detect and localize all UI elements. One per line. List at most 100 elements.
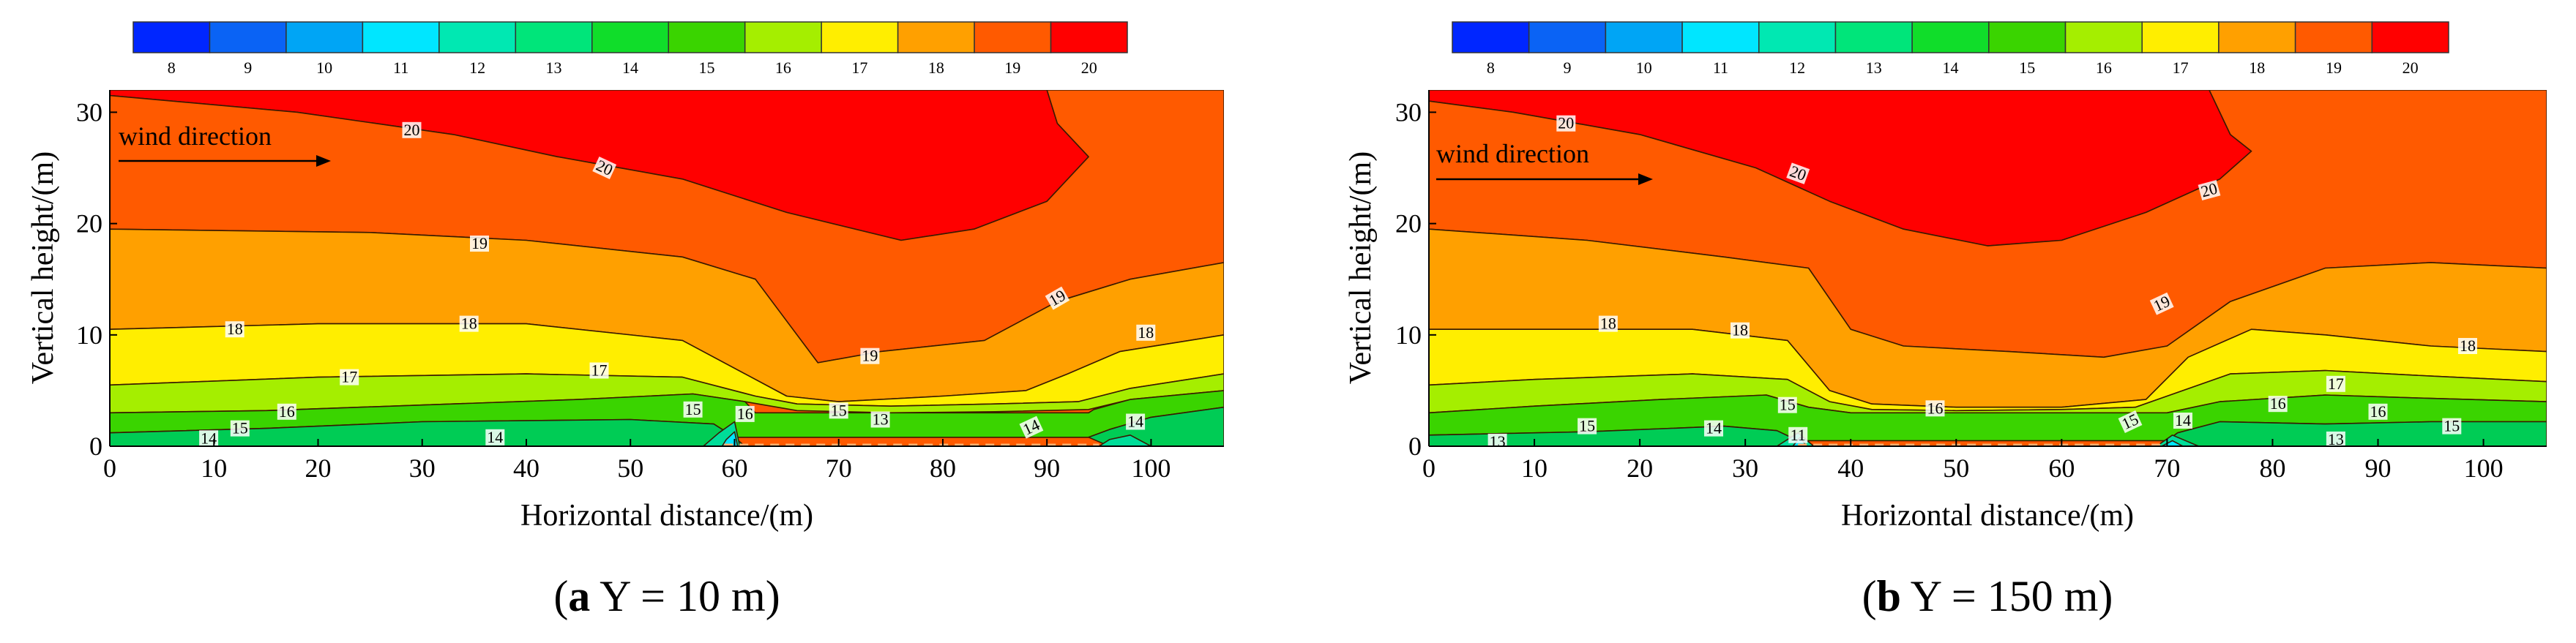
colorbar-swatch-a [974, 21, 1052, 53]
contour-label-text-b: 15 [1780, 396, 1796, 414]
contour-label-bg-a [1045, 286, 1070, 310]
colorbar-tick-label-b: 11 [1713, 59, 1728, 77]
contour-label-text-a: 16 [737, 405, 753, 423]
contour-label-bg-b [1704, 420, 1723, 437]
contour-label-text-b: 11 [1791, 426, 1806, 444]
colorbar-tick-label-b: 10 [1636, 59, 1652, 77]
arrow-head-b [1638, 173, 1653, 185]
x-tick-label-a: 40 [513, 454, 540, 483]
colorbar-tick-label-a: 18 [928, 59, 944, 77]
contour-label-bg-b [2368, 403, 2388, 420]
wind-arrow-a: wind direction [119, 121, 331, 167]
x-tick-label-b: 50 [1943, 454, 1969, 483]
contour-label-bg-b [2118, 410, 2143, 433]
x-tick-label-b: 90 [2365, 454, 2392, 483]
contour-label-text-b: 17 [2328, 375, 2344, 393]
colorbar-tick-label-b: 8 [1487, 59, 1495, 77]
colorbar-swatch-b [1681, 21, 1760, 53]
contour-label-text-a: 18 [227, 320, 243, 338]
contour-label-text-b: 13 [1490, 432, 1506, 451]
contour-label-b: 15 [1578, 417, 1597, 435]
contour-label-bg-b [2268, 396, 2288, 413]
contour-label-text-b: 20 [1558, 114, 1574, 132]
contour-label-bg-a [1136, 324, 1156, 341]
contour-label-text-a: 16 [279, 402, 295, 421]
contour-label-bg-a [1019, 415, 1044, 439]
contour-label-bg-b [1598, 315, 1618, 332]
colorbar-swatch-a [1050, 21, 1128, 53]
y-tick-label-b: 20 [1395, 209, 1422, 238]
colorbar-tick-label-b: 12 [1789, 59, 1805, 77]
contour-label-bg-a [459, 315, 479, 332]
contour-label-bg-b [2442, 418, 2462, 435]
axes-a: 0 10 20 30 40 50 60 70 80 90 100 0 10 20 30 [76, 90, 1224, 483]
contour-label-bg-a [1126, 413, 1146, 430]
contour-label-bg-b [1731, 322, 1750, 339]
contour-label-a: 19 [860, 347, 880, 365]
contour-label-bg-a [225, 321, 244, 338]
contour-label-bg-a [340, 369, 359, 386]
contour-label-b: 17 [2326, 375, 2345, 393]
contour-label-bg-a [683, 401, 703, 418]
colorbar-swatch-b [2294, 21, 2373, 53]
x-axis-label-a: Horizontal distance/(m) [520, 499, 813, 533]
colorbar-swatch-b [2218, 21, 2296, 53]
x-tick-label-a: 10 [201, 454, 227, 483]
contour-band-14-b [2156, 421, 2547, 446]
contour-label-text-a: 15 [831, 401, 847, 419]
contour-label-bg-b [1556, 115, 1576, 132]
colorbar-swatch-a [668, 21, 746, 53]
x-tick-label-a: 90 [1034, 454, 1060, 483]
contour-label-b: 14 [1704, 419, 1723, 437]
colorbar-tick-label-a: 20 [1081, 59, 1097, 77]
colorbar-tick-label-b: 19 [2326, 59, 2342, 77]
contour-label-bg-a [277, 403, 296, 420]
colorbar-tick-label-b: 15 [2019, 59, 2035, 77]
contour-label-text-a: 14 [487, 428, 503, 446]
caption-a: (a Y = 10 m) [553, 572, 780, 620]
colorbar-swatch-a [132, 21, 211, 53]
contour-label-text-a: 17 [591, 361, 608, 380]
contour-label-b: 16 [1925, 399, 1945, 417]
contour-label-text-a: 17 [341, 368, 357, 386]
contour-label-text-b: 15 [1579, 417, 1595, 435]
contour-label-bg-a [402, 121, 422, 138]
colorbar-swatch-a [821, 21, 899, 53]
contour-label-text-a: 18 [1138, 323, 1154, 342]
colorbar-tick-label-b: 17 [2173, 59, 2189, 77]
contour-label-b: 13 [1487, 432, 1507, 451]
contour-label-text-b: 14 [2175, 411, 2191, 429]
x-tick-label-b: 70 [2154, 454, 2180, 483]
contour-label-a: 16 [277, 402, 296, 421]
contour-label-text-a: 20 [404, 121, 420, 139]
colorbar-swatch-b [2371, 21, 2449, 53]
contour-label-a: 15 [829, 401, 848, 419]
colorbar-tick-label-a: 10 [316, 59, 332, 77]
contour-label-b: 18 [2458, 336, 2477, 355]
contour-label-text-b: 16 [1927, 399, 1944, 417]
contour-label-bg-b [1487, 433, 1507, 446]
contour-label-b: 14 [2173, 411, 2192, 429]
contour-label-bg-b [2326, 375, 2345, 392]
x-tick-label-b: 10 [1521, 454, 1548, 483]
contour-label-b: 15 [1777, 396, 1797, 414]
colorbar-tick-label-a: 13 [546, 59, 562, 77]
colorbar-tick-label-b: 9 [1564, 59, 1572, 77]
arrow-head-a [316, 155, 331, 167]
x-tick-label-b: 100 [2464, 454, 2504, 483]
x-tick-label-a: 60 [721, 454, 747, 483]
colorbar-swatch-b [1528, 21, 1607, 53]
colorbar-tick-label-a: 9 [244, 59, 252, 77]
colorbar-tick-label-a: 14 [622, 59, 638, 77]
y-tick-label-b: 0 [1408, 432, 1422, 461]
contour-label-text-a: 15 [685, 400, 701, 418]
contour-label-bg-a [230, 420, 250, 437]
contour-label-bg-a [592, 157, 617, 179]
contour-label-a: 15 [230, 419, 250, 437]
colorbar-swatch-a [744, 21, 822, 53]
colorbar-tick-label-a: 12 [469, 59, 485, 77]
colorbar-tick-label-b: 18 [2249, 59, 2265, 77]
colorbar-swatch-b [2064, 21, 2143, 53]
colorbar-swatch-a [285, 21, 364, 53]
